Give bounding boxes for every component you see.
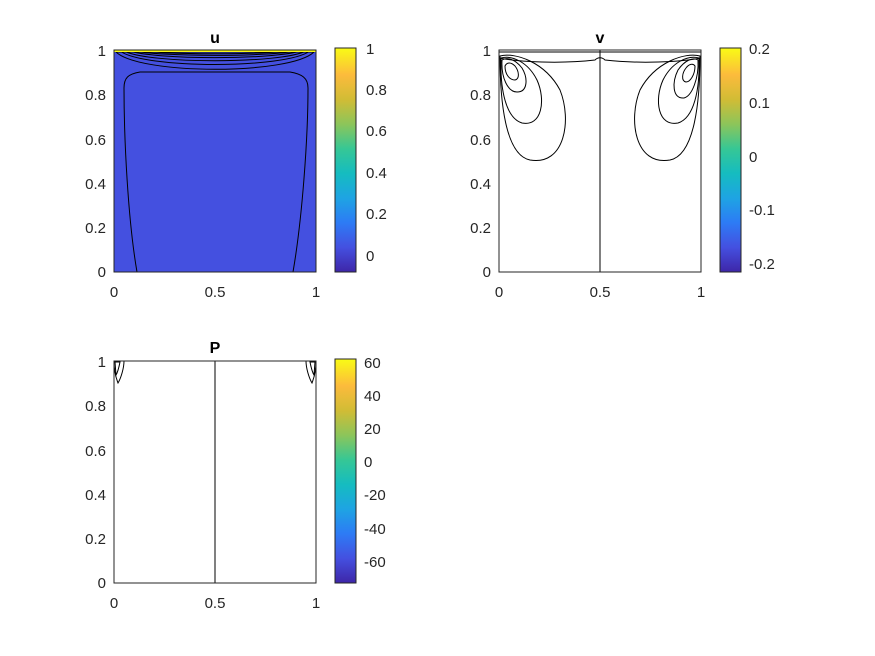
u-ytick-label: 1 — [98, 43, 106, 60]
u-lid-band-7 — [114, 50, 316, 52]
p-right-region — [214, 361, 316, 583]
u-ytick-label: 0.4 — [85, 176, 106, 193]
u-contour-field — [114, 50, 316, 272]
v-yaxis: 0 0.2 0.4 0.6 0.8 1 — [470, 43, 491, 281]
v-xaxis: 0 0.5 1 — [495, 284, 705, 301]
v-xtick-label: 1 — [697, 284, 705, 301]
u-cbar-tick: 0.4 — [366, 165, 387, 182]
u-cbar-tick: 0.8 — [366, 82, 387, 99]
u-colorbar: 0 0.2 0.4 0.6 0.8 1 — [334, 41, 387, 273]
p-ytick-label: 0.8 — [85, 398, 106, 415]
v-cbar-tick: -0.2 — [749, 256, 775, 273]
v-ytick-label: 0 — [483, 264, 491, 281]
v-right-region — [599, 50, 701, 272]
p-cbar-tick: -40 — [364, 521, 386, 538]
subplot-u: 0 0.5 1 0 0.2 0.4 0.6 0.8 1 u 0 0.2 0.4 … — [85, 30, 387, 301]
v-cbar-tick: 0.1 — [749, 95, 770, 112]
p-ytick-label: 0 — [98, 575, 106, 592]
v-contour-field — [499, 50, 701, 272]
p-axes-box — [113, 360, 317, 584]
v-cbar-tick: -0.1 — [749, 202, 775, 219]
p-left-corner-singularity — [114, 361, 125, 385]
p-cbar-tick: 60 — [364, 355, 381, 372]
u-xtick-label: 0.5 — [205, 284, 226, 301]
u-title: u — [210, 30, 220, 47]
p-left-corner-core — [114, 361, 121, 377]
u-xtick-label: 0 — [110, 284, 118, 301]
v-ytick-label: 0.2 — [470, 220, 491, 237]
u-core-region — [123, 71, 309, 272]
p-colorbar-gradient — [334, 358, 357, 584]
p-ytick-label: 0.6 — [85, 443, 106, 460]
v-cbar-tick: 0.2 — [749, 41, 770, 58]
v-title: v — [596, 30, 605, 47]
v-top-strip — [499, 51, 701, 63]
p-left-region — [114, 361, 216, 583]
p-contour-field — [114, 361, 316, 583]
v-left-vortex-mid — [500, 56, 543, 124]
p-cbar-tick: -20 — [364, 487, 386, 504]
u-cbar-tick: 0 — [366, 248, 374, 265]
p-cbar-tick: 20 — [364, 421, 381, 438]
u-colorbar-gradient — [334, 47, 357, 273]
u-ytick-label: 0.2 — [85, 220, 106, 237]
p-ytick-label: 0.2 — [85, 531, 106, 548]
p-cbar-tick: 40 — [364, 388, 381, 405]
u-ytick-label: 0 — [98, 264, 106, 281]
p-ytick-label: 1 — [98, 354, 106, 371]
v-ytick-label: 0.6 — [470, 132, 491, 149]
u-lid-band-4 — [127, 50, 303, 59]
p-right-corner-singularity — [305, 361, 316, 385]
p-colorbar: 60 40 20 0 -20 -40 -60 — [334, 355, 386, 584]
v-right-vortex-mid — [657, 56, 700, 124]
v-xtick-label: 0.5 — [590, 284, 611, 301]
p-xtick-label: 0 — [110, 595, 118, 612]
v-left-vortex-core — [504, 62, 519, 81]
subplot-p: 0 0.5 1 0 0.2 0.4 0.6 0.8 1 P 60 40 20 0… — [85, 340, 386, 612]
subplot-v: 0 0.5 1 0 0.2 0.4 0.6 0.8 1 v 0.2 0.1 0 … — [470, 30, 775, 301]
u-xtick-label: 1 — [312, 284, 320, 301]
p-xtick-label: 0.5 — [205, 595, 226, 612]
v-axes-box — [498, 49, 702, 273]
v-colorbar: 0.2 0.1 0 -0.1 -0.2 — [719, 41, 775, 273]
p-cbar-tick: -60 — [364, 554, 386, 571]
v-cbar-tick: 0 — [749, 149, 757, 166]
u-cbar-tick: 0.2 — [366, 206, 387, 223]
u-cbar-tick: 0.6 — [366, 123, 387, 140]
v-left-vortex-outer — [499, 54, 566, 161]
v-ytick-label: 0.8 — [470, 87, 491, 104]
v-left-vortex-inner — [501, 58, 527, 93]
p-xtick-label: 1 — [312, 595, 320, 612]
u-fill-background — [114, 50, 316, 272]
v-right-vortex-outer — [634, 54, 701, 161]
p-yaxis: 0 0.2 0.4 0.6 0.8 1 — [85, 354, 106, 592]
u-xaxis: 0 0.5 1 — [110, 284, 320, 301]
u-axes-box — [113, 49, 317, 273]
u-ytick-label: 0.8 — [85, 87, 106, 104]
u-ytick-label: 0.6 — [85, 132, 106, 149]
v-right-vortex-inner — [673, 58, 699, 99]
p-xaxis: 0 0.5 1 — [110, 595, 320, 612]
u-lid-band-2 — [118, 50, 312, 65]
v-xtick-label: 0 — [495, 284, 503, 301]
u-yaxis: 0 0.2 0.4 0.6 0.8 1 — [85, 43, 106, 281]
p-title: P — [210, 340, 221, 357]
v-colorbar-gradient — [719, 47, 742, 273]
p-ytick-label: 0.4 — [85, 487, 106, 504]
u-lid-band-1 — [114, 51, 316, 70]
u-cbar-tick: 1 — [366, 41, 374, 58]
v-right-vortex-core — [682, 63, 696, 83]
v-ytick-label: 0.4 — [470, 176, 491, 193]
p-right-corner-core — [309, 361, 316, 377]
u-lid-band-3 — [123, 50, 307, 62]
v-ytick-label: 1 — [483, 43, 491, 60]
p-cbar-tick: 0 — [364, 454, 372, 471]
v-left-region — [499, 50, 601, 272]
